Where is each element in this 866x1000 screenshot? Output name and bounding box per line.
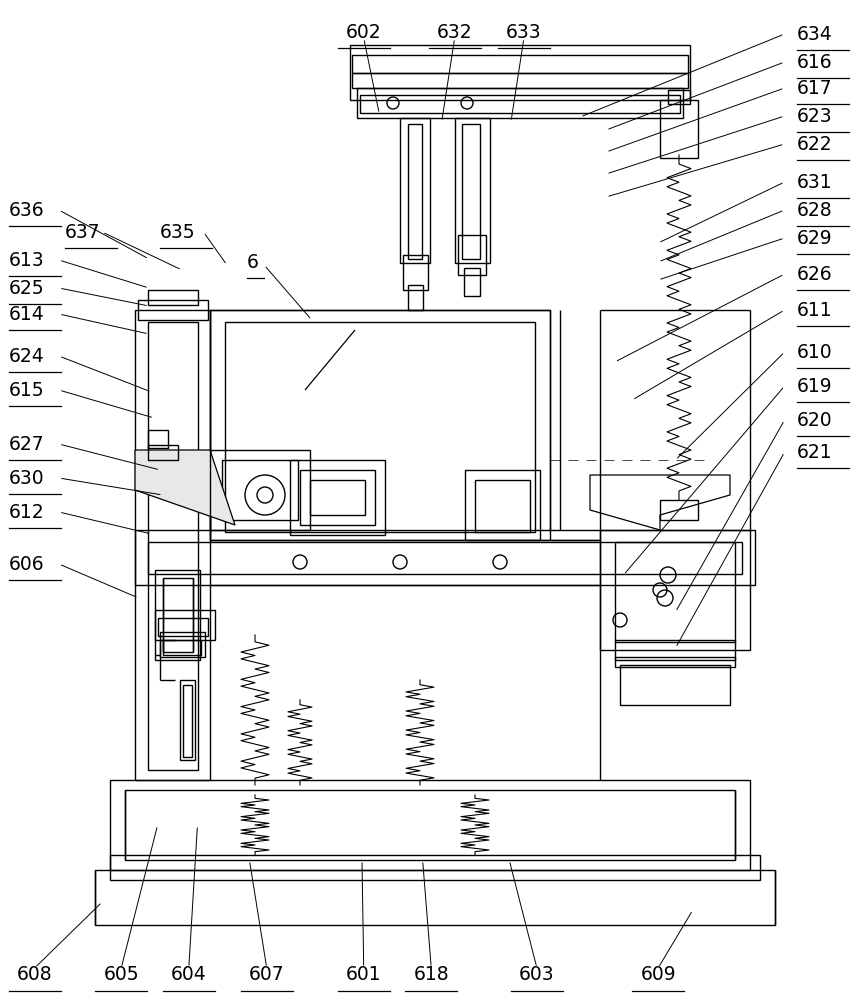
- Bar: [403, 255, 428, 290]
- Bar: [310, 480, 365, 515]
- Text: 634: 634: [797, 24, 832, 43]
- Bar: [615, 657, 735, 667]
- Text: 636: 636: [9, 200, 44, 220]
- Bar: [360, 95, 680, 113]
- Text: 6: 6: [247, 252, 259, 271]
- Text: 623: 623: [797, 106, 832, 125]
- Bar: [183, 685, 192, 757]
- Bar: [615, 640, 735, 660]
- Text: 622: 622: [797, 134, 832, 153]
- Bar: [148, 542, 742, 574]
- Text: 633: 633: [506, 22, 542, 41]
- Text: 601: 601: [346, 966, 382, 984]
- Bar: [290, 460, 385, 535]
- Text: 607: 607: [249, 966, 285, 984]
- Bar: [465, 470, 540, 540]
- Bar: [400, 118, 430, 263]
- Bar: [357, 88, 683, 118]
- Bar: [408, 124, 422, 259]
- Bar: [155, 570, 200, 660]
- Bar: [462, 124, 480, 259]
- Text: 632: 632: [436, 22, 473, 41]
- Text: 613: 613: [9, 250, 44, 269]
- Bar: [225, 322, 535, 532]
- Bar: [135, 530, 755, 585]
- Text: 621: 621: [797, 442, 832, 462]
- Bar: [475, 480, 530, 532]
- Bar: [155, 610, 215, 640]
- Bar: [660, 100, 698, 158]
- Bar: [138, 300, 208, 320]
- Bar: [110, 780, 750, 870]
- Text: 625: 625: [9, 278, 44, 298]
- Bar: [352, 55, 688, 73]
- Text: 619: 619: [797, 376, 832, 395]
- Text: 620: 620: [797, 410, 832, 430]
- Text: 606: 606: [9, 554, 44, 574]
- Bar: [135, 310, 210, 780]
- Text: 637: 637: [65, 223, 100, 241]
- Text: 635: 635: [160, 223, 196, 241]
- Polygon shape: [135, 450, 235, 525]
- Bar: [180, 680, 195, 760]
- Bar: [620, 665, 730, 705]
- Text: 615: 615: [9, 380, 44, 399]
- Text: 612: 612: [9, 502, 44, 522]
- Bar: [95, 870, 775, 925]
- Text: 611: 611: [797, 300, 832, 320]
- Bar: [160, 632, 205, 657]
- Text: 630: 630: [9, 468, 44, 488]
- Bar: [125, 790, 735, 860]
- Bar: [110, 855, 760, 880]
- Bar: [668, 90, 690, 104]
- Bar: [148, 290, 198, 305]
- Bar: [352, 73, 688, 88]
- Bar: [408, 285, 423, 310]
- Text: 604: 604: [171, 966, 207, 984]
- Text: 608: 608: [16, 966, 53, 984]
- Text: 614: 614: [9, 304, 44, 324]
- Bar: [615, 542, 735, 642]
- Bar: [300, 470, 375, 525]
- Text: 627: 627: [9, 434, 44, 454]
- Bar: [148, 430, 168, 448]
- Bar: [458, 235, 486, 275]
- Bar: [210, 310, 550, 540]
- Text: 616: 616: [797, 52, 832, 72]
- Text: 631: 631: [797, 172, 832, 192]
- Text: 609: 609: [640, 966, 676, 984]
- Text: 626: 626: [797, 264, 832, 284]
- Bar: [148, 322, 198, 770]
- Bar: [148, 445, 178, 460]
- Bar: [464, 268, 480, 296]
- Text: 610: 610: [797, 342, 832, 361]
- Text: 602: 602: [346, 22, 382, 41]
- Bar: [163, 640, 201, 655]
- Text: 617: 617: [797, 79, 832, 98]
- Bar: [163, 578, 193, 652]
- Text: 624: 624: [9, 347, 44, 365]
- Text: 603: 603: [519, 966, 555, 984]
- Bar: [455, 118, 490, 263]
- Bar: [210, 450, 310, 530]
- Bar: [600, 530, 750, 650]
- Text: 628: 628: [797, 200, 832, 220]
- Bar: [660, 500, 698, 520]
- Text: 605: 605: [103, 966, 139, 984]
- Text: 629: 629: [797, 229, 832, 247]
- Bar: [222, 460, 298, 520]
- Bar: [158, 618, 208, 636]
- Bar: [350, 45, 690, 100]
- Text: 618: 618: [413, 966, 449, 984]
